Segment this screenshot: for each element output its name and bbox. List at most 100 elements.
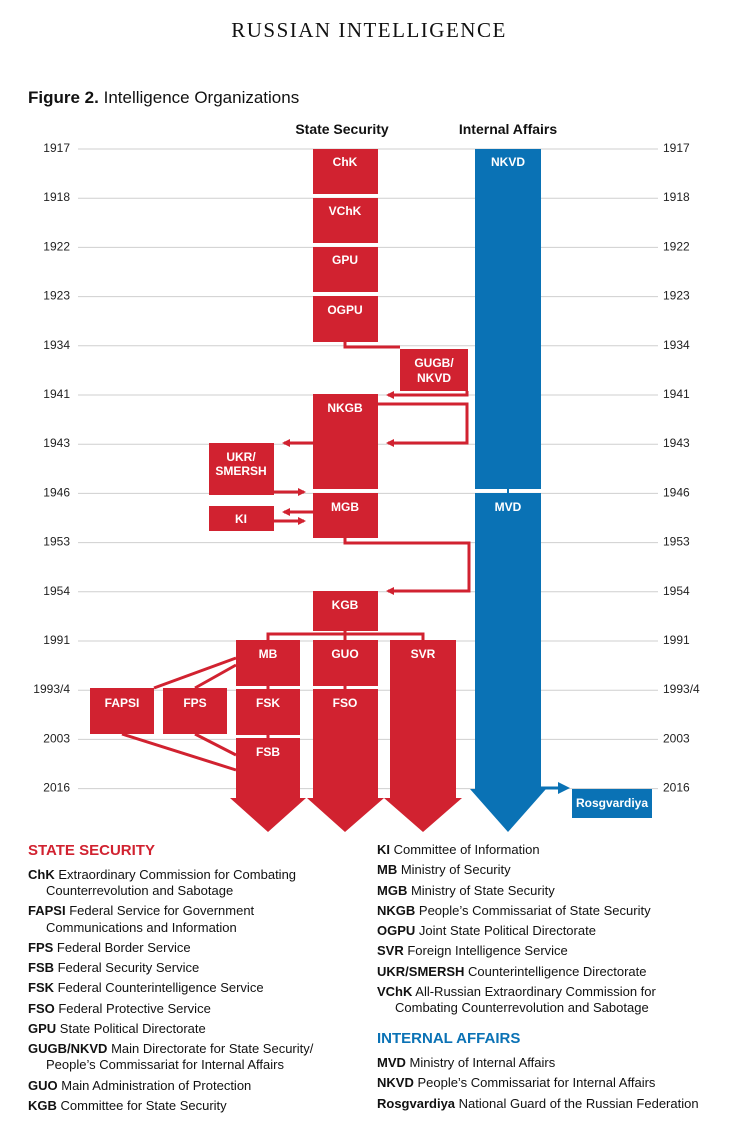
guo-block	[313, 640, 378, 686]
rosgvardiya-block	[572, 789, 652, 818]
guo-label: GUO	[331, 647, 358, 661]
nkgb-label: NKGB	[327, 401, 363, 415]
fsk-block	[236, 689, 300, 735]
legend-item: MB Ministry of Security	[377, 862, 707, 878]
ki-block	[209, 506, 274, 531]
chk-label: ChK	[333, 155, 358, 169]
year-label-right: 1941	[663, 387, 690, 401]
legend-item: FSO Federal Protective Service	[28, 1001, 348, 1017]
legend-abbr: GUGB/NKVD	[28, 1041, 108, 1056]
legend-desc: People’s Commissariat for Internal Affai…	[413, 1075, 656, 1091]
year-label-right: 1934	[663, 338, 690, 352]
year-label-left: 1934	[43, 338, 70, 352]
legend-desc: Ministry of State Security	[407, 882, 555, 898]
year-label-right: 1917	[663, 141, 690, 155]
legend-item: KGB Committee for State Security	[28, 1098, 348, 1114]
legend-abbr: GPU	[28, 1020, 57, 1036]
legend-item: FSB Federal Security Service	[28, 960, 348, 976]
gugb-label-2: NKVD	[417, 371, 451, 385]
legend-state-security: STATE SECURITY ChK Extraordinary Commiss…	[28, 842, 348, 1118]
legend-desc: Foreign Intelligence Service	[403, 943, 568, 959]
legend-right: KI Committee of Information MB Ministry o…	[377, 842, 707, 1116]
svr-arrow-head	[384, 798, 462, 832]
vchk-label: VChK	[329, 204, 362, 218]
mb-label: MB	[259, 647, 278, 661]
legend-item: NKGB People’s Commissariat of State Secu…	[377, 903, 707, 919]
year-label-right: 2016	[663, 781, 690, 795]
fso-arrow-head	[307, 798, 384, 832]
ukr-label-1: UKR/	[226, 450, 256, 464]
year-label-left: 1991	[43, 633, 70, 647]
legend-item: ChK Extraordinary Commission for Combati…	[28, 867, 348, 900]
legend-desc: Federal Protective Service	[54, 1000, 211, 1016]
legend-abbr: FSK	[28, 980, 54, 996]
mvd-label: MVD	[495, 500, 522, 514]
svr-block	[390, 640, 456, 800]
year-label-left: 2003	[43, 731, 70, 745]
year-label-left: 1993/4	[33, 682, 70, 696]
vchk-block	[313, 198, 378, 243]
legend-abbr: SVR	[377, 943, 404, 959]
legend-desc: Extraordinary Commission for Combating C…	[46, 866, 297, 898]
rosgvardiya-label: Rosgvardiya	[576, 796, 648, 810]
fps-label: FPS	[183, 696, 206, 710]
legend-desc: Ministry of Security	[397, 862, 511, 878]
year-label-left: 1922	[43, 239, 70, 253]
legend-item: GUO Main Administration of Protection	[28, 1078, 348, 1094]
legend-abbr: KI	[377, 842, 390, 857]
state-labels: ChK VChK GPU OGPU GUGB/ NKVD NKGB UKR/ S…	[105, 155, 455, 759]
state-column	[90, 149, 468, 832]
legend-abbr: MGB	[377, 882, 408, 898]
legend-item: VChK All-Russian Extraordinary Commissio…	[377, 984, 707, 1017]
figure-caption: Intelligence Organizations	[103, 88, 300, 107]
legend-item: FAPSI Federal Service for Government Com…	[28, 903, 348, 936]
ukr-smersh-block	[209, 443, 274, 495]
year-label-left: 1946	[43, 485, 70, 499]
fapsi-label: FAPSI	[105, 696, 140, 710]
legend-item: SVR Foreign Intelligence Service	[377, 943, 707, 959]
fsk-label: FSK	[256, 696, 280, 710]
legend-item: GPU State Political Directorate	[28, 1021, 348, 1037]
legend-abbr: Rosgvardiya	[377, 1095, 456, 1111]
legend-internal-heading: INTERNAL AFFAIRS	[377, 1030, 521, 1048]
legend-abbr: ChK	[28, 866, 55, 882]
legend-abbr: FAPSI	[28, 903, 66, 919]
legend-desc: Federal Security Service	[54, 960, 200, 975]
legend-abbr: OGPU	[377, 923, 416, 938]
kgb-label: KGB	[332, 598, 359, 612]
legend-desc: Joint State Political Directorate	[415, 923, 596, 938]
year-label-right: 1922	[663, 239, 690, 253]
legend-internal-list: MVD Ministry of Internal Affairs NKVD Peo…	[377, 1055, 707, 1112]
gpu-block	[313, 247, 378, 292]
fps-block	[163, 688, 227, 734]
legend-item: NKVD People’s Commissariat for Internal …	[377, 1075, 707, 1091]
state-connectors	[121, 342, 471, 772]
legend-item: Rosgvardiya National Guard of the Russia…	[377, 1096, 707, 1112]
column-heading-internal: Internal Affairs	[459, 121, 557, 137]
column-heading-state: State Security	[295, 121, 389, 137]
year-label-left: 2016	[43, 781, 70, 795]
year-label-right: 1993/4	[663, 682, 700, 696]
fsb-label: FSB	[256, 745, 280, 759]
legend-abbr: KGB	[28, 1097, 57, 1113]
legend-abbr: FPS	[28, 939, 54, 955]
legend-state-list-right: KI Committee of Information MB Ministry o…	[377, 842, 707, 1016]
fsb-block	[236, 738, 300, 800]
year-label-left: 1917	[43, 141, 70, 155]
legend-desc: Federal Service for Government Communica…	[46, 903, 255, 935]
figure-title: Figure 2. Intelligence Organizations	[28, 88, 299, 108]
year-label-left: 1923	[43, 289, 70, 303]
mvd-arrow-head	[470, 789, 546, 832]
legend-item: KI Committee of Information	[377, 842, 707, 858]
legend-desc: Main Directorate for State Security/ Peo…	[46, 1041, 314, 1073]
nkvd-block	[475, 149, 541, 489]
legend-abbr: MVD	[377, 1055, 406, 1070]
legend-desc: Committee of Information	[390, 842, 540, 857]
legend-abbr: UKR/SMERSH	[377, 963, 465, 979]
legend-abbr: MB	[377, 862, 398, 878]
chk-block	[313, 149, 378, 194]
year-label-right: 1918	[663, 190, 690, 204]
legend-item: MVD Ministry of Internal Affairs	[377, 1055, 707, 1071]
mgb-label: MGB	[331, 500, 359, 514]
legend-item: FSK Federal Counterintelligence Service	[28, 980, 348, 996]
